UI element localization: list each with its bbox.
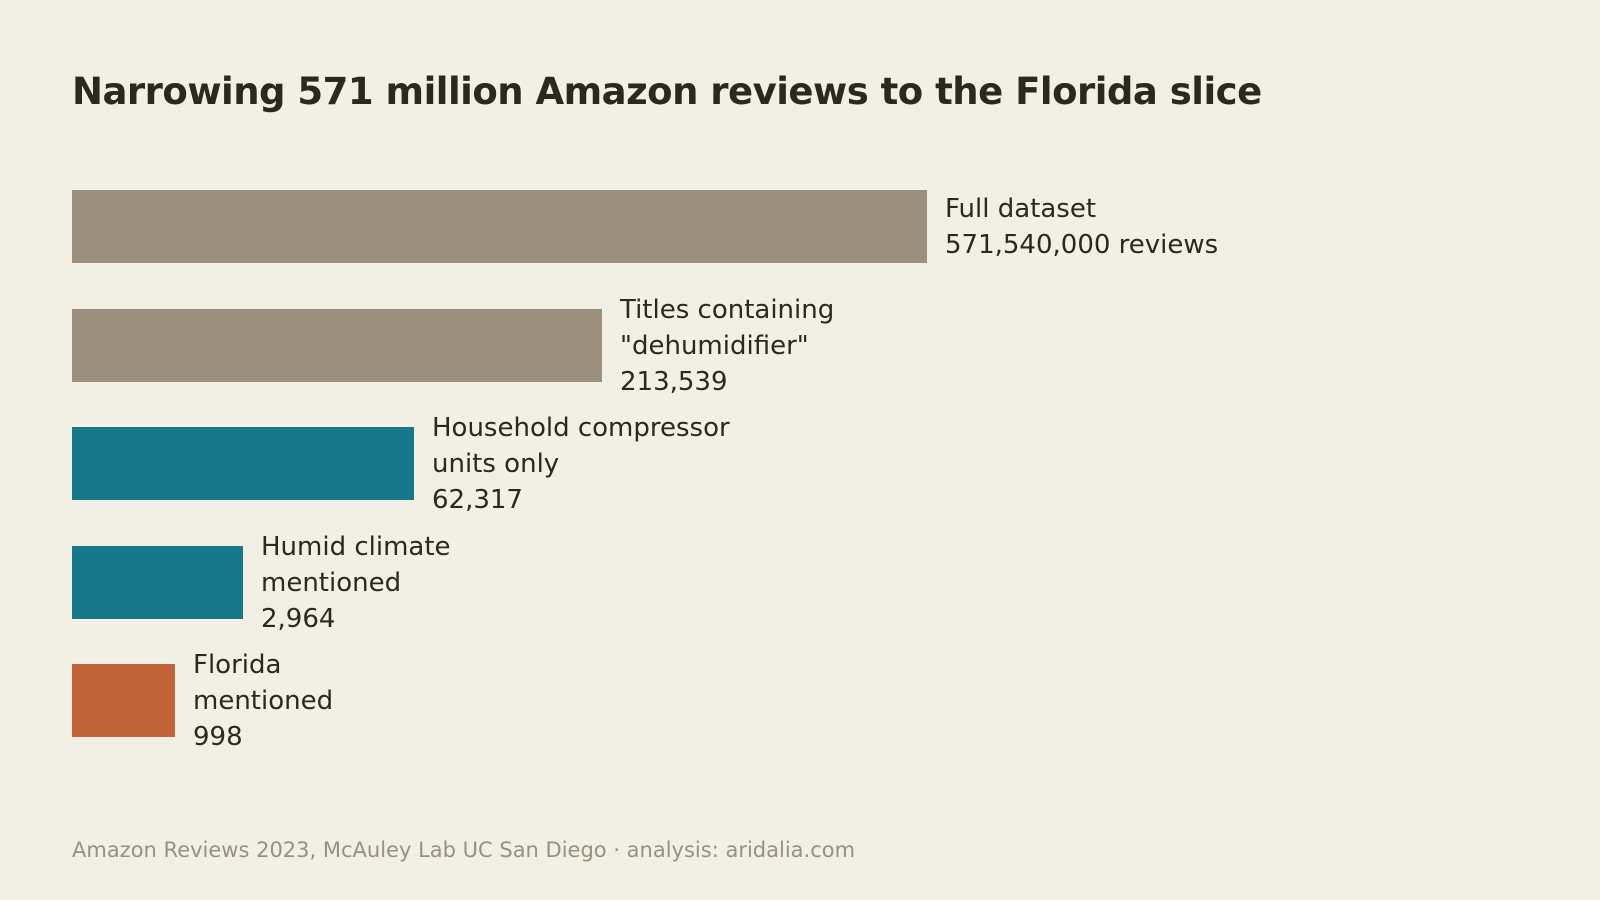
bar [72,545,243,619]
bar-label: Humid climate mentioned 2,964 [261,529,451,637]
category-label: "dehumidifier" [620,330,809,361]
source-note: Amazon Reviews 2023, McAuley Lab UC San … [72,838,856,862]
bar [72,308,602,382]
bar-label: Titles containing "dehumidifier" 213,539 [620,292,834,400]
category-label: mentioned [193,686,334,716]
category-label: Household compressor [432,413,730,443]
bar-chart: Full dataset 571,540,000 reviews Titles co… [72,190,1532,810]
value-label: 213,539 [620,366,728,397]
chart-title: Narrowing 571 million Amazon reviews to … [72,70,1262,113]
bar-label: Florida mentioned 998 [193,647,333,755]
category-label: units only [432,449,560,479]
value-label: 2,964 [261,603,336,634]
bar-label: Household compressor units only 62,317 [432,410,730,518]
category-label: Humid climate [261,531,451,562]
bar-label: Full dataset 571,540,000 reviews [945,191,1218,263]
category-label: Titles containing [620,294,835,325]
category-label: Florida [193,650,282,680]
value-label: 571,540,000 reviews [945,230,1219,260]
value-label: 62,317 [432,485,523,515]
category-label: mentioned [261,567,402,598]
value-label: 998 [193,722,243,752]
bar [72,427,414,500]
bar [72,664,175,737]
category-label: Full dataset [945,194,1097,224]
bar [72,190,927,263]
